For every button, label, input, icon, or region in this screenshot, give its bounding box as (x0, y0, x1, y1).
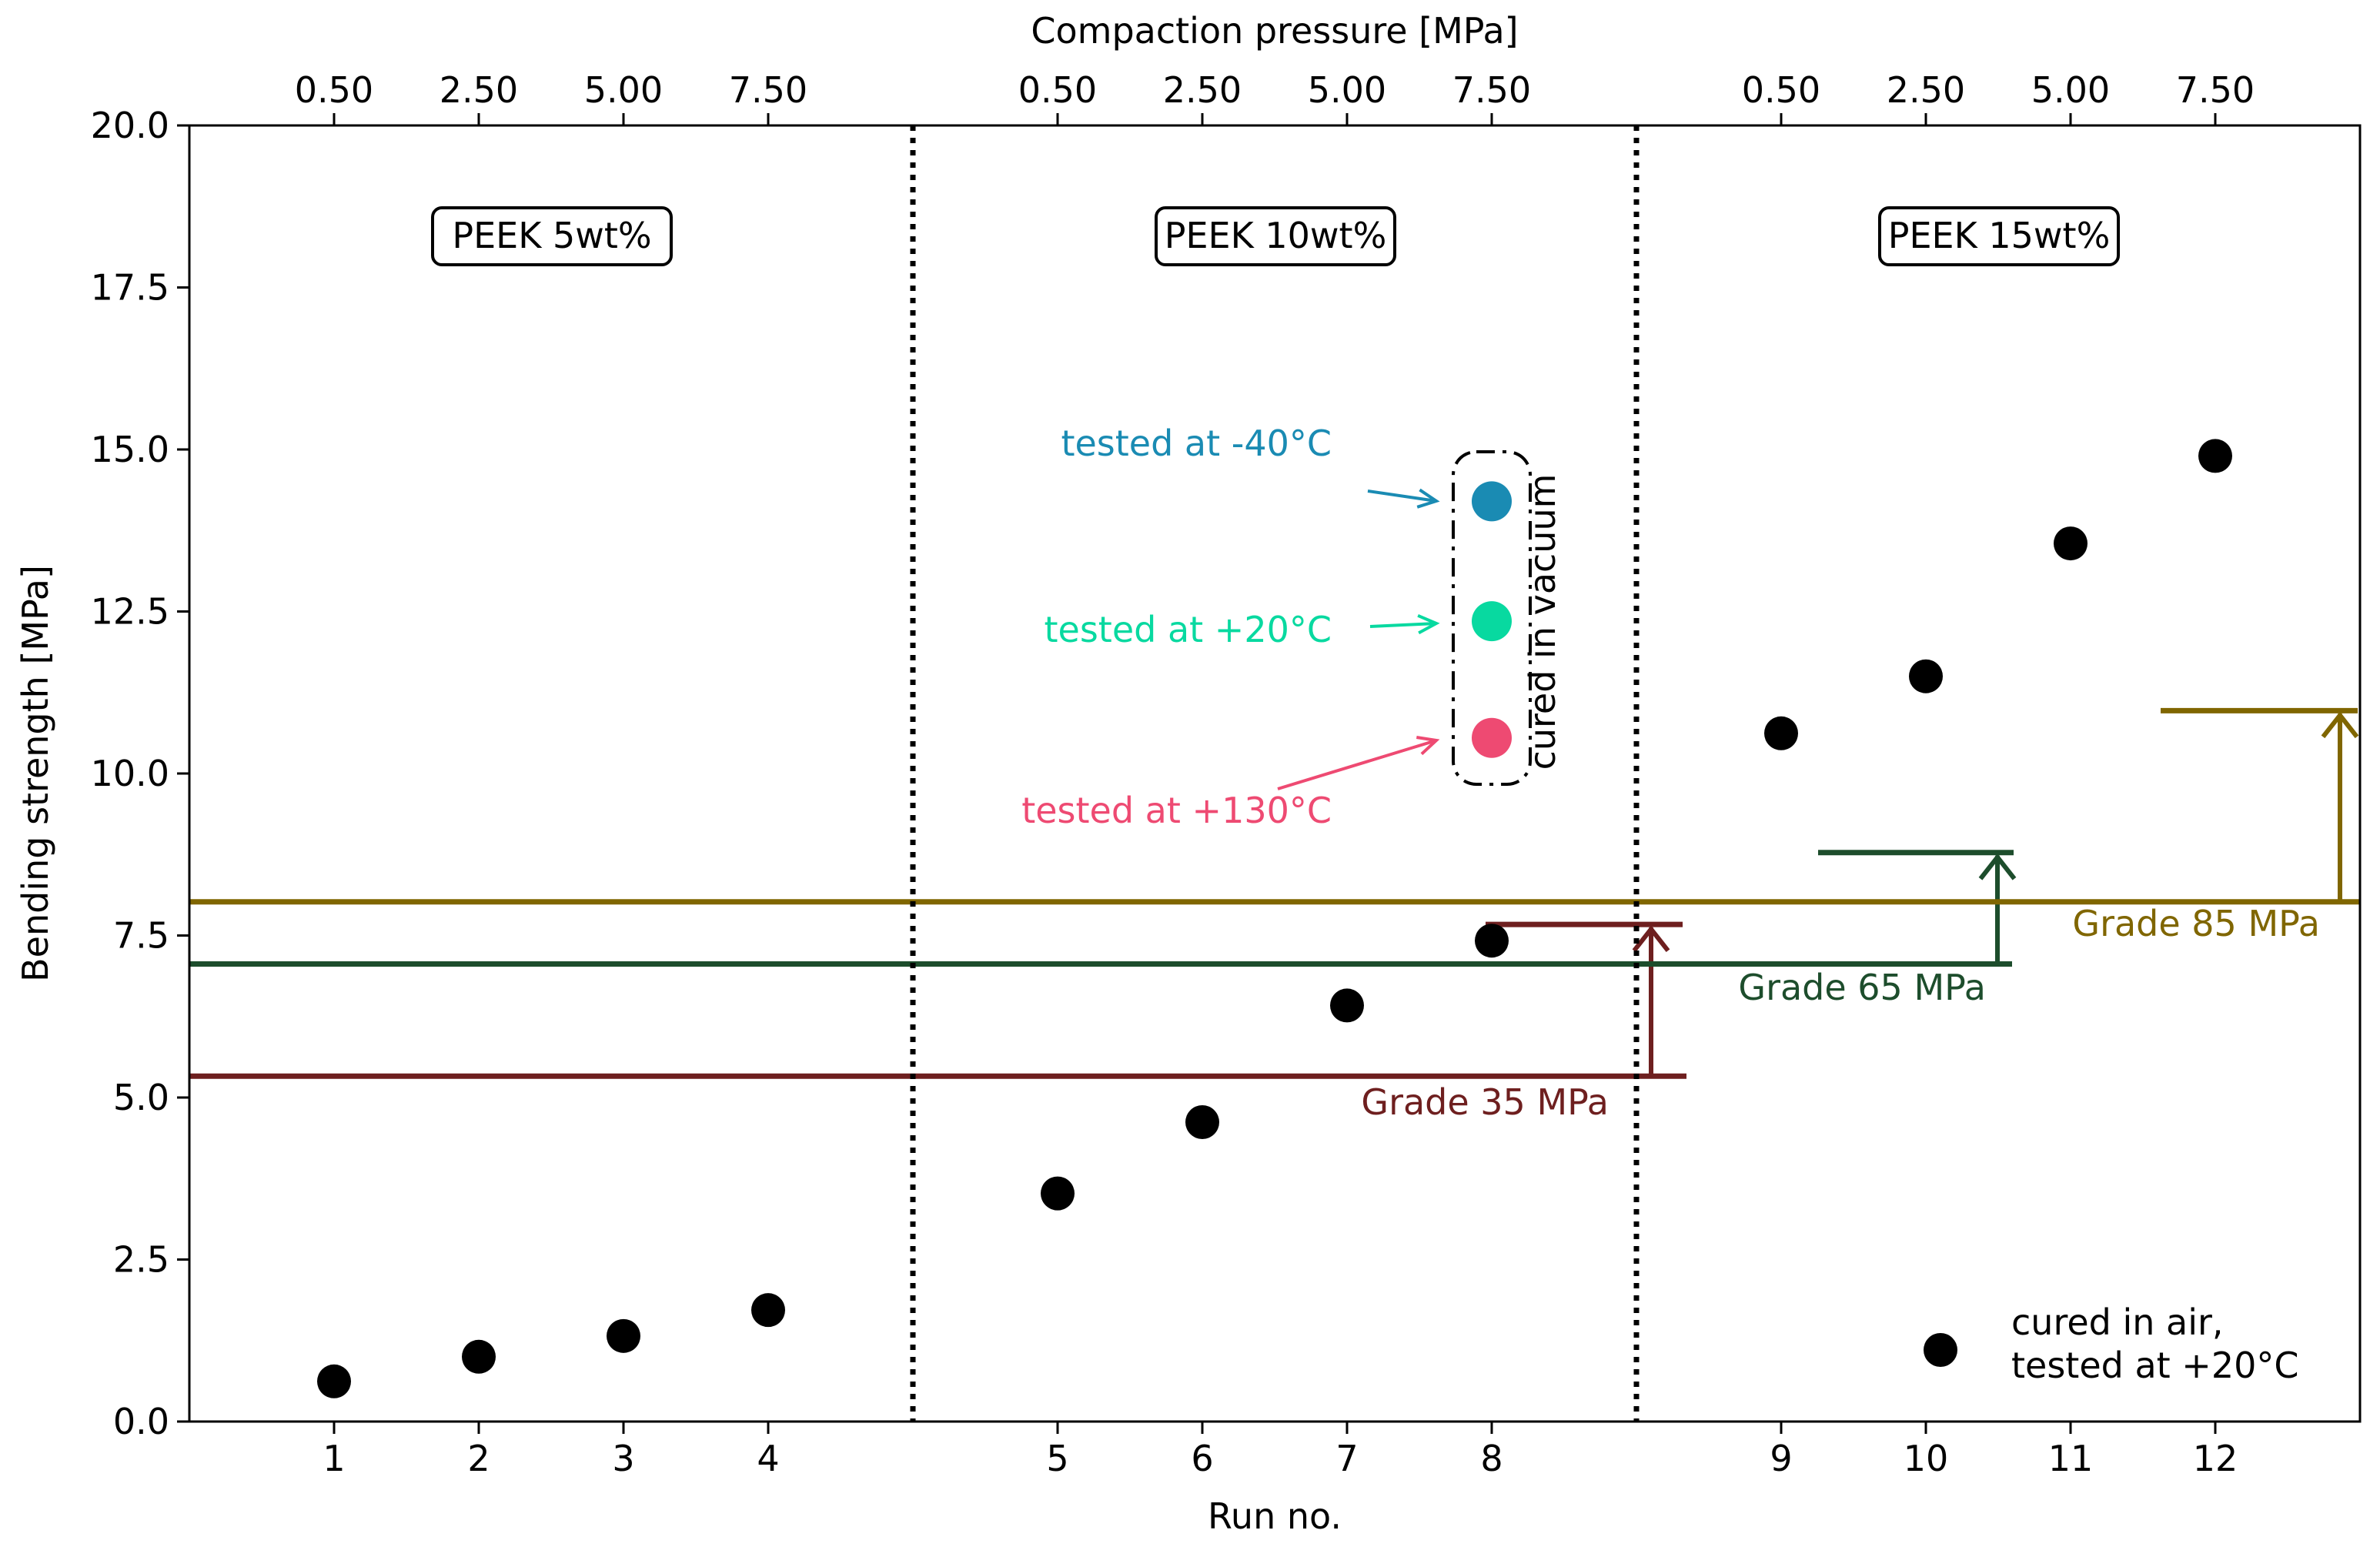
top-tick-label: 5.00 (2031, 69, 2110, 111)
x-axis-title: Run no. (1208, 1495, 1342, 1537)
x-tick-label: 6 (1191, 1438, 1213, 1479)
data-points (317, 439, 2232, 1398)
data-point (1764, 716, 1798, 750)
top-tick-label: 5.00 (584, 69, 663, 111)
vacuum-arrow-head (1416, 736, 1440, 756)
y-tick-label: 17.5 (91, 267, 169, 309)
top-axis-title: Compaction pressure [MPa] (1031, 10, 1518, 52)
group-label-box (1878, 206, 2120, 266)
legend-label-line-2: tested at +20°C (2011, 1345, 2299, 1386)
data-point (1330, 988, 1364, 1023)
top-tick-label: 7.50 (2176, 69, 2255, 111)
y-tick-label: 20.0 (91, 105, 169, 146)
group-label: PEEK 5wt% (452, 215, 651, 256)
x-tick-label: 2 (467, 1438, 490, 1479)
grade-label: Grade 65 MPa (1738, 967, 1986, 1008)
y-tick-label: 2.5 (113, 1239, 169, 1281)
x-tick-label: 8 (1480, 1438, 1503, 1479)
grade-label: Grade 85 MPa (2072, 903, 2320, 944)
y-tick-label: 15.0 (91, 429, 169, 470)
data-point (751, 1293, 785, 1328)
x-tick-label: 1 (323, 1438, 345, 1479)
grade-label: Grade 35 MPa (1361, 1081, 1609, 1123)
x-tick-label: 3 (612, 1438, 634, 1479)
group-labels: PEEK 5wt% PEEK 10wt% PEEK 15wt% (431, 206, 2120, 266)
x-tick-label: 10 (1904, 1438, 1949, 1479)
x-tick-label: 12 (2193, 1438, 2238, 1479)
data-point (1475, 924, 1509, 958)
top-tick-label: 0.50 (295, 69, 373, 111)
legend-label-line-1: cured in air, (2011, 1301, 2224, 1343)
grade-arrow-head (2321, 711, 2359, 739)
group-label: PEEK 10wt% (1165, 215, 1387, 256)
data-point (2198, 439, 2232, 473)
vacuum-point (1472, 601, 1512, 642)
top-axis-ticks: 0.50 2.50 5.00 7.50 0.50 2.50 5.00 7.50 0.50 2.50… (295, 69, 2255, 125)
data-point (1041, 1176, 1075, 1211)
vacuum-point-label: tested at +130°C (1021, 790, 1332, 831)
legend-marker (1924, 1333, 1957, 1367)
grade-lines: Grade 35 MPa Grade 65 MPa Grade 85 MPa (189, 707, 2360, 1123)
data-point (1909, 659, 1943, 693)
plot-frame (188, 124, 2362, 1423)
top-tick-label: 2.50 (440, 69, 518, 111)
vacuum-arrow (1369, 622, 1437, 628)
vacuum-arrow (1367, 489, 1437, 503)
top-tick-label: 7.50 (729, 69, 807, 111)
y-tick-label: 0.0 (113, 1401, 169, 1442)
vacuum-point (1472, 481, 1512, 522)
x-tick-label: 4 (757, 1438, 779, 1479)
vacuum-label: cured in vacuum (1522, 474, 1563, 770)
vacuum-point-label: tested at +20°C (1044, 609, 1332, 650)
group-label: PEEK 15wt% (1888, 215, 2111, 256)
top-tick-label: 5.00 (1308, 69, 1386, 111)
y-axis-ticks: 0.0 2.5 5.0 7.5 10.0 12.5 15.0 17.5 20.0 (91, 105, 189, 1442)
x-tick-label: 9 (1770, 1438, 1792, 1479)
x-tick-label: 7 (1335, 1438, 1358, 1479)
top-tick-label: 2.50 (1887, 69, 1965, 111)
vacuum-point (1472, 717, 1512, 758)
vacuum-point-label: tested at -40°C (1061, 423, 1332, 464)
data-point (317, 1364, 351, 1398)
data-point (462, 1339, 496, 1374)
y-tick-label: 7.5 (113, 915, 169, 957)
y-tick-label: 12.5 (91, 591, 169, 633)
x-tick-label: 5 (1046, 1438, 1068, 1479)
data-point (2054, 526, 2088, 561)
vacuum-arrow-head (1417, 613, 1440, 635)
grade-arrow-head (1978, 853, 2017, 880)
x-axis-ticks: 1 2 3 4 5 6 7 8 9 10 11 12 (323, 1422, 2238, 1479)
y-tick-label: 5.0 (113, 1077, 169, 1118)
data-point (607, 1318, 640, 1353)
vacuum-box (1452, 450, 1532, 786)
top-tick-label: 2.50 (1163, 69, 1242, 111)
y-axis-title: Bending strength [MPa] (15, 565, 56, 982)
group-label-box (1155, 206, 1396, 266)
vacuum-arrow-head (1416, 488, 1440, 509)
grade-arrow-head (1632, 925, 1670, 953)
x-tick-label: 11 (2048, 1438, 2094, 1479)
top-tick-label: 0.50 (1742, 69, 1820, 111)
group-label-box (431, 206, 673, 266)
legend: cured in air, tested at +20°C (1924, 1301, 2299, 1386)
vacuum-arrow (1277, 739, 1437, 790)
vacuum-annotation: cured in vacuum tested at -40°C tested at … (1021, 423, 1563, 831)
data-point (1185, 1104, 1219, 1139)
top-tick-label: 0.50 (1018, 69, 1097, 111)
y-tick-label: 10.0 (91, 753, 169, 794)
top-tick-label: 7.50 (1452, 69, 1531, 111)
